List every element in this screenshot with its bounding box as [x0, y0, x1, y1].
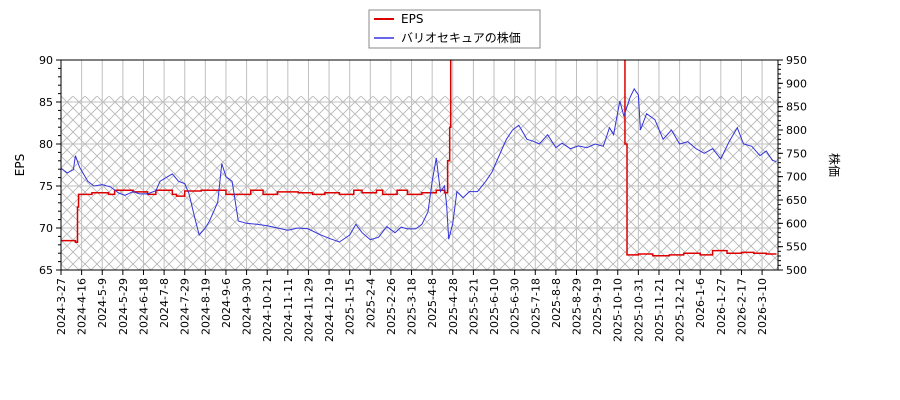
x-tick-label: 2026-2-17	[735, 278, 748, 335]
x-tick-label: 2025-8-29	[571, 278, 584, 335]
x-tick-label: 2025-11-21	[653, 278, 666, 342]
x-tick-label: 2024-7-8	[158, 278, 171, 328]
left-axis-title: EPS	[13, 154, 27, 176]
right-tick-label: 650	[786, 194, 807, 207]
legend-eps-label: EPS	[401, 12, 423, 26]
left-tick-label: 90	[39, 54, 53, 67]
left-tick-label: 75	[39, 180, 53, 193]
x-tick-label: 2025-6-30	[509, 278, 522, 335]
x-tick-label: 2025-2-26	[385, 278, 398, 335]
right-tick-label: 700	[786, 171, 807, 184]
eps-line	[61, 60, 777, 257]
x-tick-label: 2025-6-10	[488, 278, 501, 335]
x-tick-label: 2024-9-30	[241, 278, 254, 335]
left-y-axis: 65 70 75 80 85 90	[39, 54, 61, 277]
x-tick-label: 2024-6-18	[137, 278, 150, 335]
right-tick-label: 500	[786, 264, 807, 277]
x-tick-label: 2024-7-29	[179, 278, 192, 335]
x-tick-label: 2025-3-18	[406, 278, 419, 335]
left-tick-label: 70	[39, 222, 53, 235]
x-tick-label: 2024-5-9	[96, 278, 109, 328]
x-tick-label: 2025-1-15	[344, 278, 357, 335]
plot-area	[60, 59, 779, 271]
x-tick-label: 2024-8-19	[199, 278, 212, 335]
x-tick-label: 2024-3-27	[55, 278, 68, 335]
stock-price-line	[61, 87, 777, 243]
x-tick-label: 2025-4-28	[447, 278, 460, 335]
x-tick-label: 2024-4-16	[76, 278, 89, 335]
x-tick-label: 2025-5-21	[467, 278, 480, 335]
right-tick-label: 600	[786, 217, 807, 230]
x-tick-label: 2024-9-6	[220, 278, 233, 328]
right-y-axis: 500 550 600 650 700 750 800 850 900 950	[778, 54, 807, 277]
legend-price-label: バリオセキュアの株価	[401, 30, 521, 45]
left-tick-label: 80	[39, 138, 53, 151]
x-tick-label: 2024-11-11	[282, 278, 295, 342]
right-tick-label: 800	[786, 124, 807, 137]
x-tick-label: 2024-10-21	[261, 278, 274, 342]
x-tick-label: 2024-5-29	[117, 278, 130, 335]
right-tick-label: 550	[786, 241, 807, 254]
x-tick-label: 2026-1-6	[694, 278, 707, 328]
grid-lines	[60, 59, 778, 271]
x-tick-label: 2025-10-31	[632, 278, 645, 342]
right-tick-label: 900	[786, 77, 807, 90]
x-tick-label: 2025-7-18	[529, 278, 542, 335]
left-tick-label: 65	[39, 264, 53, 277]
hatched-region	[61, 96, 778, 271]
right-tick-label: 850	[786, 101, 807, 114]
right-tick-label: 750	[786, 147, 807, 160]
x-tick-label: 2025-8-8	[550, 278, 563, 328]
x-axis: 2024-3-27 2024-4-16 2024-5-9 2024-5-29 2024-…	[55, 270, 769, 342]
x-tick-label: 2026-1-27	[715, 278, 728, 335]
left-tick-label: 85	[39, 96, 53, 109]
x-tick-label: 2025-4-8	[426, 278, 439, 328]
x-tick-label: 2025-2-4	[364, 278, 377, 328]
x-tick-label: 2024-12-19	[323, 278, 336, 342]
x-tick-label: 2024-11-29	[302, 278, 315, 342]
right-axis-title: 株価	[827, 153, 842, 177]
x-tick-label: 2025-9-19	[591, 278, 604, 335]
x-tick-label: 2025-10-10	[612, 278, 625, 342]
right-tick-label: 950	[786, 54, 807, 67]
legend: EPS バリオセキュアの株価	[368, 9, 541, 49]
x-tick-label: 2026-3-10	[756, 278, 769, 335]
x-tick-label: 2025-12-12	[674, 278, 687, 342]
